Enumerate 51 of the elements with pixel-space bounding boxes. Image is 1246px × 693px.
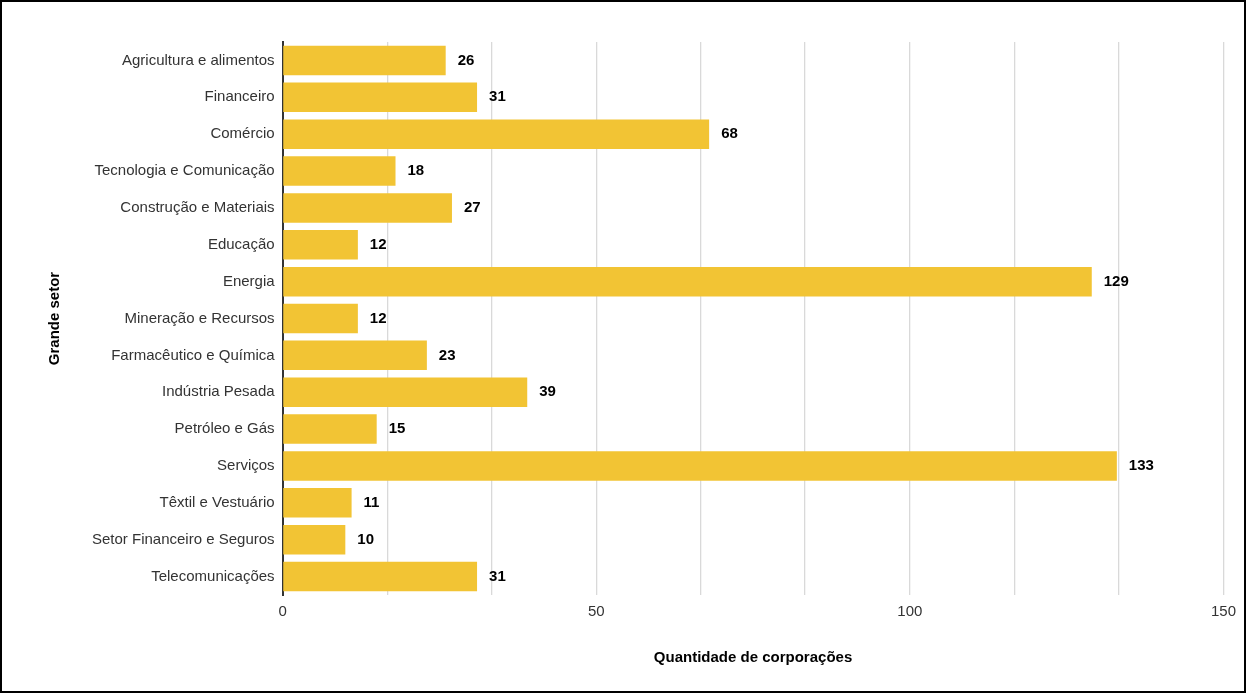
data-label: 15: [388, 419, 406, 437]
y-tick-label: Indústria Pesada: [162, 382, 276, 400]
bar: [283, 82, 478, 113]
x-tick-label: 0: [278, 602, 287, 620]
bar: [283, 156, 396, 186]
bar: [283, 230, 358, 260]
data-label: 129: [1103, 271, 1129, 289]
bar: [283, 266, 1092, 297]
bar: [283, 524, 346, 555]
data-label: 31: [489, 87, 506, 105]
data-label: 18: [407, 161, 425, 179]
data-label: 11: [363, 492, 380, 510]
bar: [283, 377, 528, 407]
y-tick-label: Comércio: [210, 124, 275, 142]
data-label: 31: [489, 566, 506, 584]
y-tick-label: Têxtil e Vestuário: [159, 492, 275, 510]
bar: [283, 561, 478, 592]
y-tick-label: Energia: [222, 271, 276, 289]
y-tick-label: Serviços: [217, 456, 275, 474]
bar: [283, 414, 377, 444]
data-label: 26: [457, 50, 475, 68]
bar: [283, 119, 710, 149]
data-label: 68: [721, 124, 738, 142]
x-axis-title: Quantidade de corporações: [653, 648, 853, 666]
y-tick-label: Agricultura e alimentos: [122, 50, 275, 68]
y-tick-label: Farmacêutico e Química: [111, 345, 276, 363]
y-tick-label: Financeiro: [204, 87, 275, 105]
data-label: 10: [357, 529, 375, 547]
bar: [283, 303, 358, 334]
y-axis-title: Grande setor: [45, 271, 63, 366]
x-tick-label: 100: [897, 602, 923, 620]
data-label: 133: [1128, 456, 1154, 474]
y-tick-label: Petróleo e Gás: [174, 419, 275, 437]
data-label: 23: [438, 345, 456, 363]
y-tick-label: Tecnologia e Comunicação: [94, 161, 275, 179]
y-tick-label: Setor Financeiro e Seguros: [91, 529, 275, 547]
y-tick-label: Telecomunicações: [151, 566, 275, 584]
bar: [283, 45, 446, 76]
data-label: 12: [369, 234, 387, 252]
data-label: 27: [463, 198, 481, 216]
bar: [283, 193, 452, 223]
x-tick-label: 50: [587, 602, 605, 620]
data-label: 39: [539, 382, 556, 400]
bar: [283, 488, 352, 518]
y-tick-label: Construção e Materiais: [120, 198, 275, 216]
y-tick-label: Educação: [207, 234, 275, 252]
data-label: 12: [369, 308, 387, 326]
x-tick-label: 150: [1210, 602, 1236, 620]
y-tick-label: Mineração e Recursos: [124, 308, 275, 326]
bar: [283, 451, 1117, 481]
bar: [283, 340, 427, 371]
